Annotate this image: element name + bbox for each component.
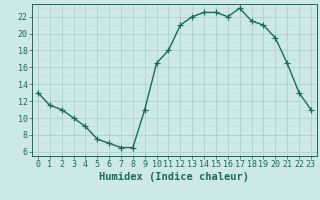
- X-axis label: Humidex (Indice chaleur): Humidex (Indice chaleur): [100, 172, 249, 182]
